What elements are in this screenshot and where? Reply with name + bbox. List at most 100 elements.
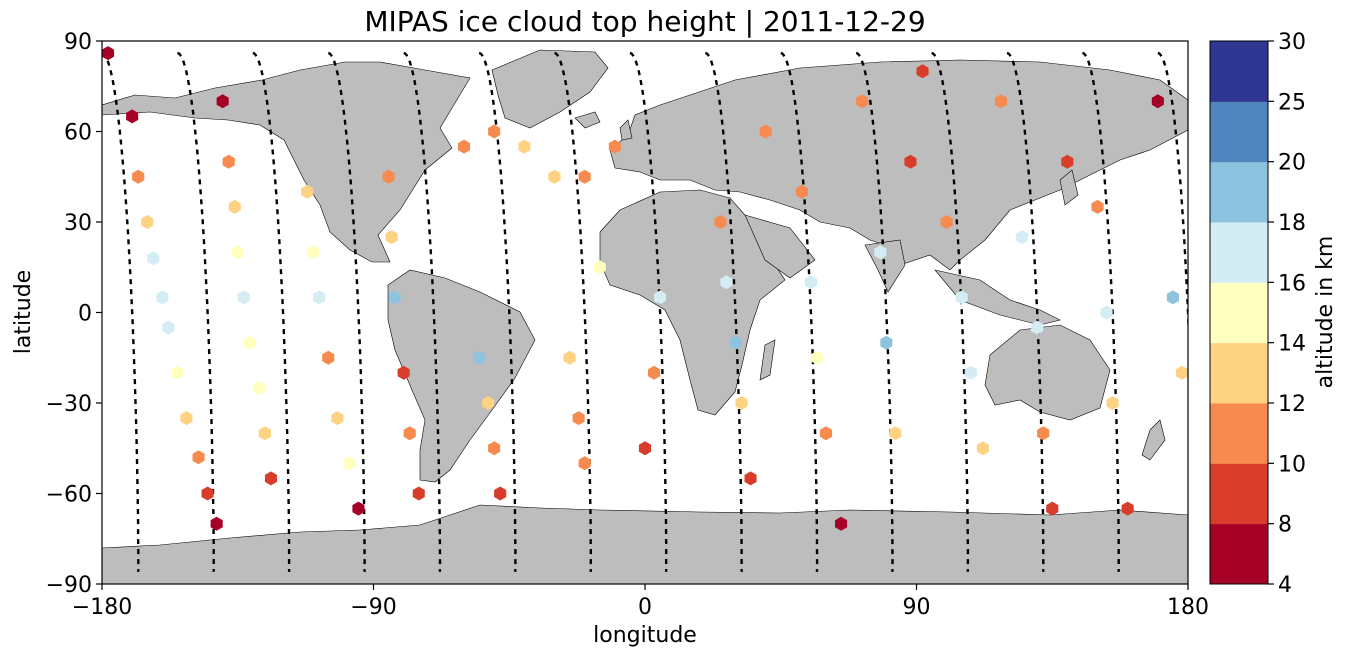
cloud-point bbox=[835, 516, 848, 531]
cloud-point bbox=[795, 184, 808, 199]
cloud-point bbox=[1016, 230, 1029, 245]
cloud-point bbox=[385, 230, 398, 245]
orbit-track bbox=[478, 51, 517, 572]
colorbar-segment bbox=[1210, 101, 1268, 163]
colorbar-tick-label: 8 bbox=[1278, 513, 1292, 538]
colorbar-ticks: 4 8 10 12 14 16 18 20 25 30 bbox=[1268, 30, 1306, 598]
cloud-point bbox=[222, 154, 235, 169]
orbit-track bbox=[855, 51, 894, 572]
colorbar-tick-label: 18 bbox=[1278, 211, 1306, 236]
land-greenland bbox=[491, 49, 609, 129]
cloud-point bbox=[976, 441, 989, 456]
cloud-point bbox=[156, 290, 169, 305]
x-tick-label: −180 bbox=[72, 595, 132, 620]
cloud-point bbox=[804, 275, 817, 290]
cloud-point bbox=[548, 169, 561, 184]
cloud-point bbox=[494, 486, 507, 501]
cloud-point bbox=[1037, 426, 1050, 441]
cloud-point bbox=[916, 64, 929, 79]
colorbar-tick-label: 25 bbox=[1278, 90, 1306, 115]
y-tick-label: 60 bbox=[64, 121, 92, 146]
cloud-point bbox=[322, 350, 335, 365]
cloud-point bbox=[964, 365, 977, 380]
y-axis-label: latitude bbox=[11, 270, 36, 354]
land-eurasia bbox=[609, 59, 1188, 271]
cloud-point bbox=[258, 426, 271, 441]
colorbar-tick-label: 16 bbox=[1278, 271, 1306, 296]
y-axis-ticks: −90 −60 −30 0 30 60 90 bbox=[46, 30, 102, 598]
colorbar-segment bbox=[1210, 523, 1268, 585]
colorbar-frame bbox=[1209, 40, 1269, 585]
cloud-point bbox=[488, 124, 501, 139]
cloud-point bbox=[518, 139, 531, 154]
cloud-point bbox=[1091, 199, 1104, 214]
land-antarctica bbox=[102, 504, 1188, 584]
cloud-point bbox=[994, 94, 1007, 109]
land-australia bbox=[984, 324, 1111, 421]
orbit-track bbox=[403, 51, 442, 572]
colorbar-label: altitude in km bbox=[1313, 236, 1338, 389]
cloud-point bbox=[216, 94, 229, 109]
cloud-point bbox=[141, 215, 154, 229]
cloud-points bbox=[102, 46, 1188, 531]
colorbar-tick-label: 4 bbox=[1278, 573, 1292, 598]
cloud-point bbox=[880, 335, 893, 350]
cloud-point bbox=[810, 350, 823, 365]
cloud-point bbox=[457, 139, 471, 154]
cloud-point bbox=[352, 501, 365, 516]
cloud-point bbox=[252, 380, 265, 395]
orbit-track bbox=[1006, 51, 1045, 572]
orbit-track bbox=[177, 51, 215, 572]
cloud-point bbox=[729, 335, 742, 350]
colorbar-tick-label: 14 bbox=[1278, 332, 1306, 357]
colorbar-segment bbox=[1210, 41, 1268, 102]
colorbar-tick-label: 10 bbox=[1278, 452, 1306, 477]
cloud-point bbox=[331, 411, 344, 426]
y-tick-label: 90 bbox=[64, 30, 92, 55]
orbit-tracks bbox=[102, 51, 1188, 573]
colorbar-tick-label: 12 bbox=[1278, 392, 1306, 417]
cloud-point bbox=[955, 290, 968, 305]
cloud-point bbox=[126, 109, 139, 124]
cloud-point bbox=[132, 169, 145, 184]
land-madagascar bbox=[759, 339, 776, 381]
cloud-point bbox=[735, 396, 748, 410]
cloud-point bbox=[264, 471, 277, 486]
colorbar-segment bbox=[1210, 222, 1268, 283]
orbit-track bbox=[102, 51, 140, 572]
cloud-point bbox=[654, 290, 667, 305]
x-tick-label: 180 bbox=[1167, 595, 1209, 620]
colorbar-tick-label: 30 bbox=[1278, 30, 1306, 55]
cloud-point bbox=[180, 411, 193, 426]
colorbar-segment bbox=[1210, 342, 1268, 404]
cloud-point bbox=[1046, 501, 1059, 516]
cloud-point bbox=[1166, 290, 1179, 305]
cloud-point bbox=[210, 516, 223, 531]
orbit-track bbox=[629, 51, 668, 572]
colorbar-segment bbox=[1210, 161, 1268, 223]
cloud-point bbox=[382, 169, 395, 184]
cloud-point bbox=[1031, 320, 1044, 335]
cloud-point bbox=[343, 456, 356, 471]
land-iceland bbox=[574, 111, 601, 129]
cloud-point bbox=[412, 486, 425, 501]
cloud-point bbox=[744, 471, 757, 486]
y-tick-label: −30 bbox=[46, 392, 92, 417]
colorbar-segment bbox=[1210, 463, 1268, 525]
y-tick-label: −90 bbox=[46, 573, 92, 598]
cloud-point bbox=[388, 290, 401, 305]
cloud-point bbox=[147, 251, 160, 266]
cloud-point bbox=[301, 184, 314, 199]
cloud-point bbox=[192, 450, 205, 465]
cloud-point bbox=[307, 245, 320, 260]
cloud-point bbox=[243, 335, 256, 350]
chart-title: MIPAS ice cloud top height | 2011-12-29 bbox=[364, 5, 925, 38]
colorbar-segment bbox=[1210, 282, 1268, 344]
cloud-point bbox=[397, 365, 410, 380]
land-africa bbox=[599, 189, 786, 416]
cloud-point bbox=[608, 139, 621, 154]
orbit-track bbox=[554, 51, 592, 572]
land-japan bbox=[1059, 169, 1079, 206]
land-new-zealand bbox=[1141, 419, 1166, 461]
